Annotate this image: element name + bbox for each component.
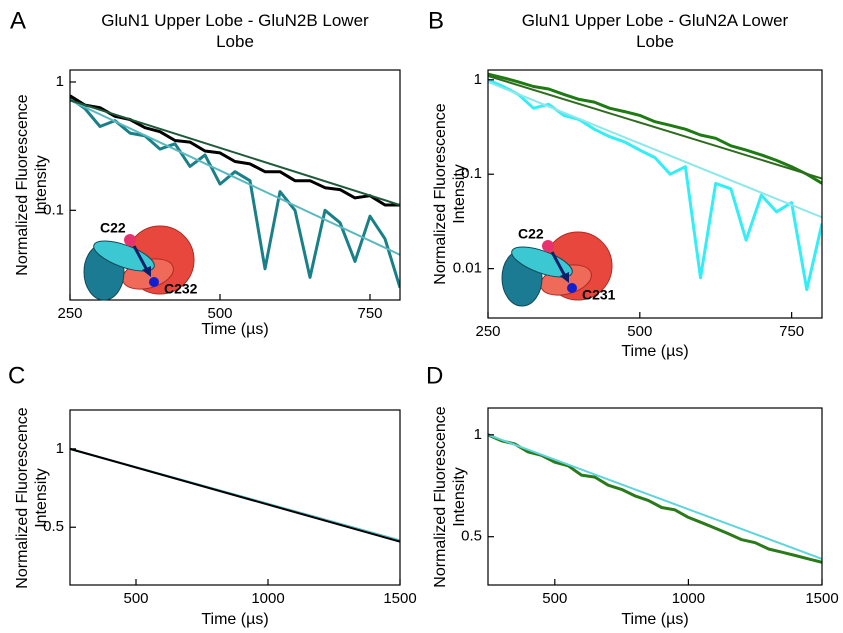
plot-frame <box>69 69 401 301</box>
x-tick-label: 500 <box>123 590 148 607</box>
x-tick-label: 500 <box>542 590 567 607</box>
annotation: C22 <box>100 220 126 236</box>
series-line <box>488 78 822 292</box>
y-tick-label: 1 <box>474 426 482 443</box>
x-tick-label: 1500 <box>805 590 838 607</box>
lobe-cyan <box>93 240 155 272</box>
annotation: C232 <box>164 281 198 297</box>
y-tick-label: 0.5 <box>43 518 64 535</box>
panel-letter: D <box>426 362 443 389</box>
x-tick-label: 1500 <box>383 590 416 607</box>
x-axis-label: Time (µs) <box>201 611 268 628</box>
acceptor-dot <box>149 277 159 287</box>
fret-arrow <box>550 251 568 279</box>
donor-dot <box>124 234 136 246</box>
chart-title: GluN1 Upper Lobe - GluN2A Lower Lobe <box>521 11 789 51</box>
series-line <box>488 72 822 185</box>
annotation: C22 <box>518 226 544 242</box>
chart-title: GluN1 Upper Lobe - GluN2B Lower Lobe <box>101 11 369 51</box>
arrow-head <box>560 272 569 283</box>
series-line <box>488 80 822 219</box>
acceptor-dot <box>567 283 577 293</box>
inset-cartoon: C22 C231 <box>501 226 616 307</box>
arrow-head <box>142 266 151 277</box>
y-tick-label: 0.1 <box>461 165 482 182</box>
plot-frame <box>487 69 823 319</box>
panel-letter: C <box>8 362 25 389</box>
x-tick-label: 750 <box>357 305 382 322</box>
lobe-cyan <box>511 246 573 278</box>
x-tick-label: 250 <box>475 323 500 340</box>
fret-arrow <box>132 245 150 273</box>
plot-frame <box>487 407 823 586</box>
y-tick-label: 0.5 <box>461 528 482 545</box>
series-line <box>70 99 400 206</box>
x-tick-label: 1000 <box>672 590 705 607</box>
annotation: C231 <box>582 287 616 303</box>
x-tick-label: 1000 <box>251 590 284 607</box>
donor-dot <box>542 240 554 252</box>
y-tick-label: 0.01 <box>453 260 482 277</box>
series-line <box>70 96 400 289</box>
panel-letter: A <box>10 7 26 34</box>
series-line <box>488 433 822 560</box>
y-tick-label: 1 <box>474 71 482 88</box>
series-line <box>488 74 822 180</box>
inset-cartoon: C22 C232 <box>83 220 198 301</box>
panel-letter: B <box>428 7 444 34</box>
y-axis-label: Normalized Fluorescence Intensity <box>432 405 468 588</box>
series-line <box>70 447 400 543</box>
x-tick-label: 250 <box>57 305 82 322</box>
x-axis-label: Time (µs) <box>621 611 688 628</box>
x-tick-label: 500 <box>207 305 232 322</box>
series-line <box>70 99 400 256</box>
y-axis-label: Normalized Fluorescence Intensity <box>432 103 468 285</box>
y-tick-label: 0.1 <box>43 201 64 218</box>
x-tick-label: 750 <box>779 323 804 340</box>
y-axis-label: Normalized Fluorescence Intensity <box>14 94 50 276</box>
plot-frame <box>69 409 401 586</box>
x-axis-label: Time (µs) <box>201 321 268 338</box>
y-tick-label: 1 <box>56 73 64 90</box>
y-tick-label: 1 <box>56 440 64 457</box>
y-axis-label: Normalized Fluorescence Intensity <box>14 406 50 589</box>
x-axis-label: Time (µs) <box>621 343 688 360</box>
x-tick-label: 500 <box>627 323 652 340</box>
